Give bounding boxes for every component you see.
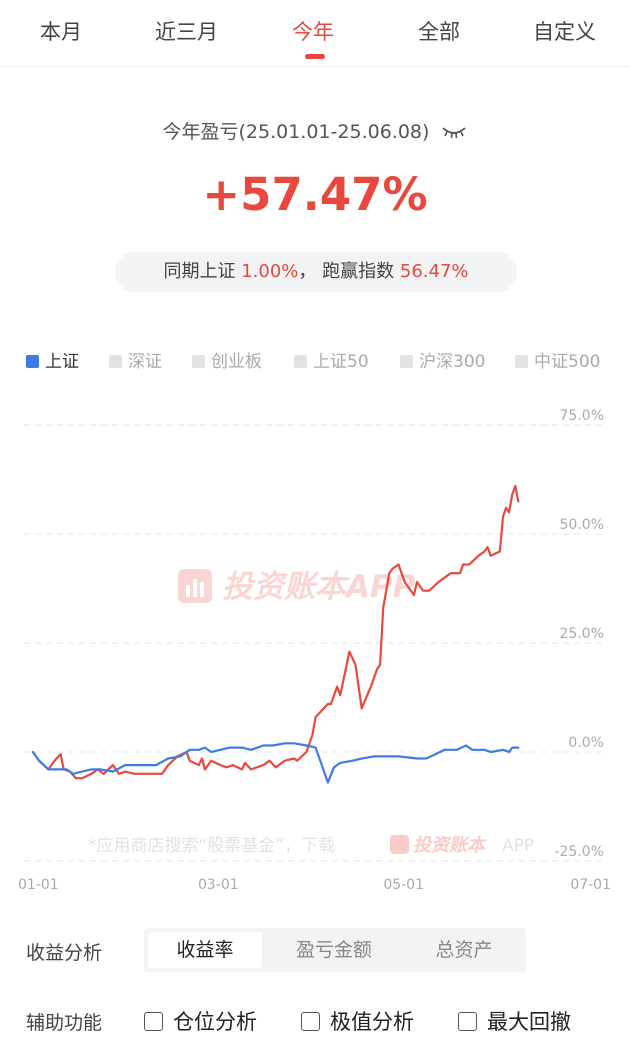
y-tick-label: 0.0% — [568, 735, 604, 751]
legend-swatch — [294, 355, 307, 368]
analysis-segmented-control: 收益率 盈亏金额 总资产 — [144, 928, 526, 972]
legend-item-zz500[interactable]: 中证500 — [515, 347, 600, 372]
legend-swatch — [192, 355, 205, 368]
series-lines — [31, 484, 520, 784]
legend-item-chuangyeban[interactable]: 创业板 — [192, 347, 262, 372]
compare-separator: ， — [298, 261, 317, 282]
y-tick-label: 50.0% — [560, 517, 604, 533]
x-tick-label: 07-01 — [570, 877, 611, 893]
legend-label: 深证 — [128, 352, 162, 372]
tab-this-month[interactable]: 本月 — [40, 20, 82, 44]
legend-label: 上证 — [45, 352, 79, 372]
y-tick-label: 75.0% — [560, 408, 604, 424]
watermark-brand-text: 投资账本APP — [222, 569, 416, 605]
checkbox-label: 最大回撤 — [487, 1010, 571, 1034]
return-line-chart[interactable]: 投资账本APP *应用商店搜索“股票基金”，下载 投资账本 APP 75.0%5… — [0, 395, 630, 900]
chart-grid — [24, 424, 606, 862]
bottom-watermark: *应用商店搜索“股票基金”，下载 投资账本 APP — [88, 835, 534, 856]
checkbox-label: 仓位分析 — [173, 1010, 257, 1034]
legend-item-shangzheng[interactable]: 上证 — [26, 347, 79, 372]
series-line-portfolio — [31, 484, 520, 780]
legend-swatch — [109, 355, 122, 368]
y-tick-label: 25.0% — [560, 626, 604, 642]
benchmark-return-value: 1.00% — [241, 261, 299, 282]
series-line-shangzheng — [31, 742, 520, 784]
legend-label: 中证500 — [534, 352, 601, 372]
checkbox-extreme-analysis[interactable]: 极值分析 — [301, 1006, 414, 1036]
active-tab-indicator — [305, 54, 325, 59]
watermark-logo-icon — [178, 569, 212, 603]
y-tick-label: -25.0% — [554, 844, 604, 860]
beat-index-value: 56.47% — [399, 261, 469, 282]
watermark-download-text: *应用商店搜索“股票基金”，下载 — [88, 836, 335, 856]
segment-total-assets[interactable]: 总资产 — [435, 939, 493, 961]
period-summary: 今年盈亏(25.01.01-25.06.08) — [0, 117, 630, 144]
segment-profit-amount[interactable]: 盈亏金额 — [295, 939, 372, 961]
checkbox-label: 极值分析 — [330, 1010, 414, 1034]
ytd-return-value: +57.47% — [202, 168, 428, 221]
watermark-small-logo-icon — [390, 835, 409, 854]
eye-closed-icon[interactable] — [441, 122, 467, 144]
legend-item-hs300[interactable]: 沪深300 — [400, 347, 485, 372]
tab-custom[interactable]: 自定义 — [533, 20, 596, 44]
checkbox-square-icon[interactable] — [301, 1012, 320, 1031]
beat-index-label: 跑赢指数 — [322, 261, 395, 282]
analysis-label: 收益分析 — [26, 942, 103, 964]
period-tab-bar: 本月 近三月 今年 全部 自定义 — [0, 0, 630, 67]
checkbox-position-analysis[interactable]: 仓位分析 — [144, 1006, 257, 1036]
legend-label: 沪深300 — [419, 352, 486, 372]
watermark: 投资账本APP — [178, 569, 416, 605]
segment-return-rate[interactable]: 收益率 — [148, 932, 262, 968]
x-tick-label: 05-01 — [383, 877, 424, 893]
watermark-brand-small: 投资账本 — [413, 835, 488, 856]
watermark-app-text: APP — [502, 836, 534, 856]
checkbox-square-icon[interactable] — [144, 1012, 163, 1031]
compare-label: 同期上证 — [163, 261, 236, 282]
tab-recent-three-months[interactable]: 近三月 — [155, 20, 218, 44]
checkbox-max-drawdown[interactable]: 最大回撤 — [458, 1006, 571, 1036]
legend-label: 上证50 — [313, 352, 369, 372]
x-tick-label: 01-01 — [18, 877, 59, 893]
legend-swatch — [26, 355, 39, 368]
x-tick-label: 03-01 — [198, 877, 239, 893]
y-axis-ticks: 75.0% 50.0% 25.0% 0.0% -25.0% — [554, 408, 604, 860]
legend-item-shenzheng[interactable]: 深证 — [109, 347, 162, 372]
period-label: 今年盈亏(25.01.01-25.06.08) — [162, 121, 430, 143]
tab-all[interactable]: 全部 — [418, 20, 460, 44]
tab-this-year[interactable]: 今年 — [292, 20, 334, 44]
checkbox-square-icon[interactable] — [458, 1012, 477, 1031]
aux-label: 辅助功能 — [26, 1012, 103, 1034]
legend-swatch — [515, 355, 528, 368]
legend-item-sz50[interactable]: 上证50 — [294, 347, 369, 372]
benchmark-compare-pill: 同期上证 1.00%， 跑赢指数 56.47% — [115, 252, 517, 292]
legend-label: 创业板 — [211, 352, 262, 372]
x-axis-ticks: 01-01 03-01 05-01 07-01 — [18, 877, 611, 893]
legend-swatch — [400, 355, 413, 368]
